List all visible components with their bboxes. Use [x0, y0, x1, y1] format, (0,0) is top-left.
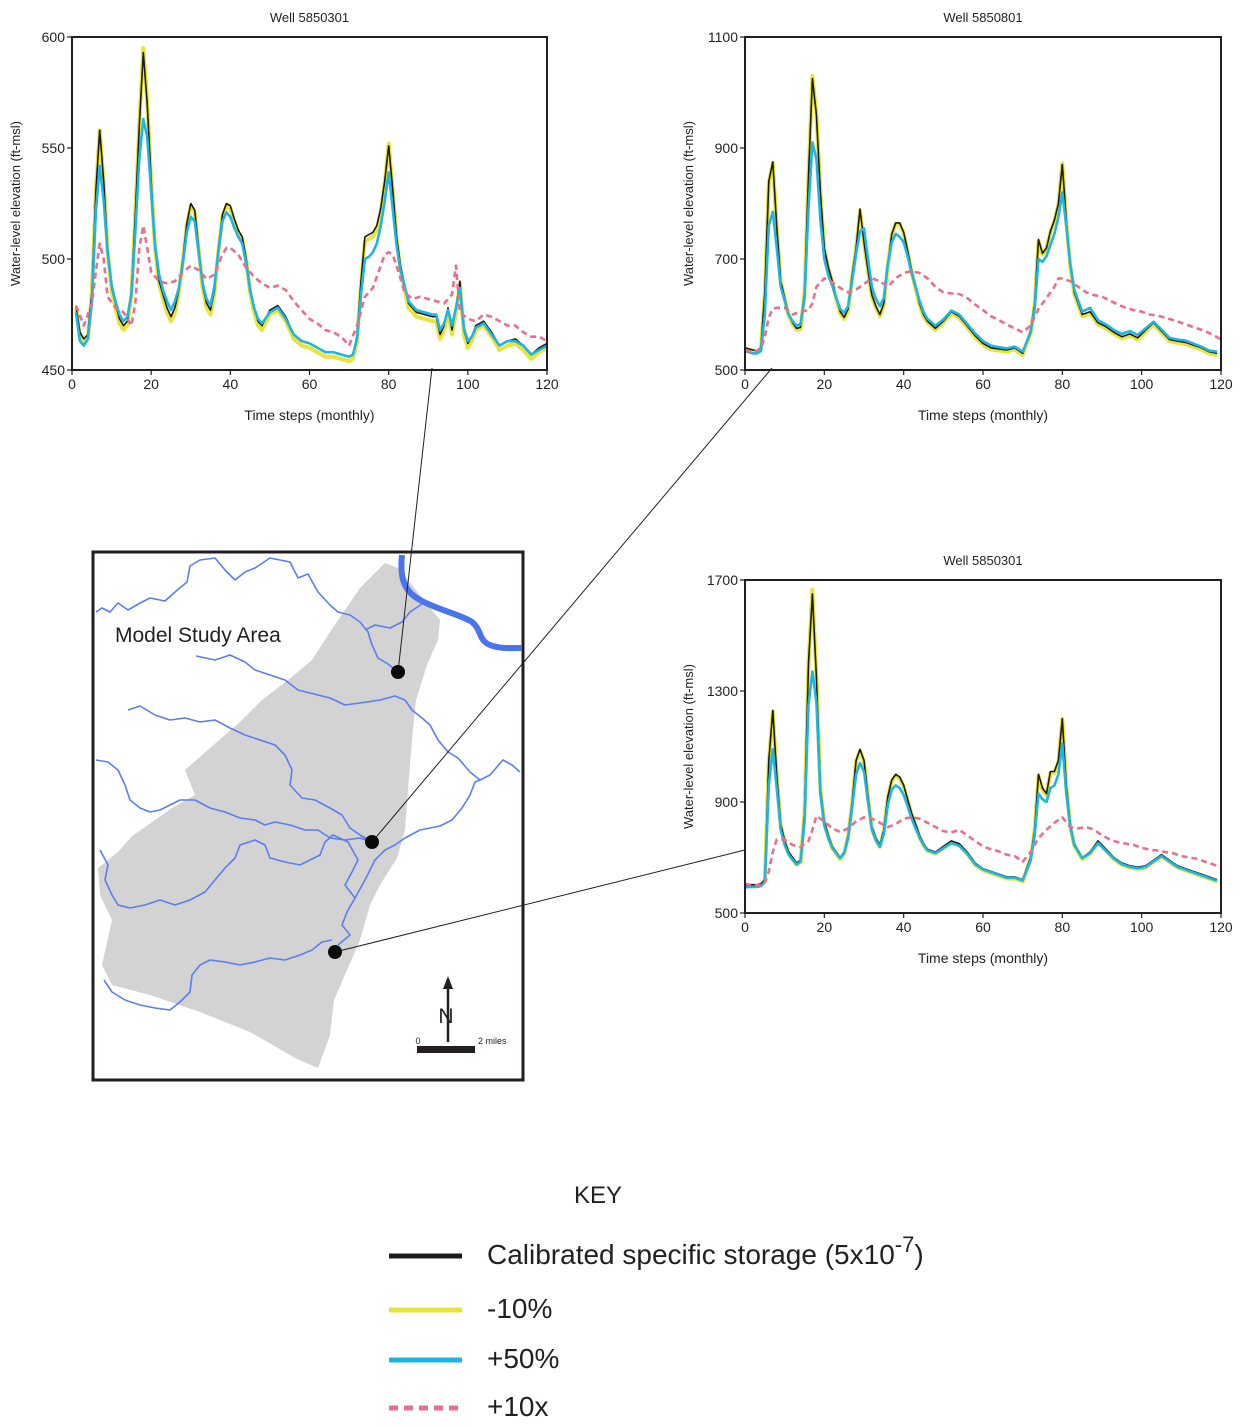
series-line-plus50 — [74, 117, 547, 359]
study-area-shape — [98, 563, 440, 1068]
y-tick-label: 900 — [715, 794, 739, 810]
x-tick-label: 0 — [741, 919, 749, 935]
scale-bar: 0 2 miles — [415, 1036, 507, 1053]
series-group — [745, 73, 1221, 357]
river-6 — [103, 939, 333, 1011]
y-tick-label: 1700 — [707, 572, 738, 588]
legend-title: KEY — [574, 1182, 622, 1209]
series-line-plus10x — [745, 269, 1221, 354]
river-4 — [95, 759, 373, 843]
y-tick-label: 1100 — [708, 29, 738, 45]
series-group — [745, 587, 1221, 889]
well-marker-3 — [328, 945, 342, 959]
x-tick-label: 40 — [223, 376, 239, 392]
y-axis-label: Water-level elevation (ft-msl) — [8, 121, 23, 286]
plot-frame — [744, 36, 1222, 371]
series-line-plus50 — [745, 670, 1218, 889]
x-tick-label: 120 — [535, 376, 559, 392]
legend-item: Calibrated specific storage (5x10-7) — [389, 1232, 924, 1270]
y-tick-label: 900 — [715, 140, 739, 156]
y-tick-label: 550 — [42, 140, 66, 156]
x-tick-label: 0 — [741, 376, 749, 392]
rivers — [95, 557, 521, 1011]
well-connectors — [334, 367, 773, 953]
legend-label: -10% — [487, 1293, 552, 1324]
y-axis-label: Water-level elevation (ft-msl) — [681, 664, 696, 829]
x-tick-label: 40 — [896, 919, 912, 935]
y-tick-label: 700 — [715, 251, 739, 267]
x-axis-label: Time steps (monthly) — [244, 407, 374, 423]
x-tick-label: 120 — [1209, 919, 1233, 935]
river-3 — [127, 705, 373, 843]
series-group — [74, 46, 547, 364]
x-tick-label: 80 — [1055, 919, 1071, 935]
y-tick-label: 500 — [715, 362, 739, 378]
north-label: N — [438, 1005, 453, 1028]
y-tick-label: 600 — [42, 29, 66, 45]
x-axis-label: Time steps (monthly) — [918, 407, 1048, 423]
x-tick-label: 60 — [302, 376, 318, 392]
x-tick-label: 80 — [1055, 376, 1071, 392]
major-river — [398, 554, 523, 652]
legend-label: +50% — [487, 1343, 559, 1374]
scale-bar-rect — [417, 1046, 475, 1053]
x-tick-label: 60 — [975, 919, 991, 935]
x-tick-label: 40 — [896, 376, 912, 392]
y-tick-label: 450 — [42, 362, 66, 378]
series-line-minus10 — [745, 587, 1218, 889]
legend-label: +10x — [487, 1391, 549, 1422]
y-tick-label: 500 — [42, 251, 66, 267]
legend-label: Calibrated specific storage (5x10-7) — [487, 1232, 924, 1270]
north-arrow-head-icon — [443, 976, 453, 989]
river-8 — [364, 603, 423, 631]
river-5 — [99, 834, 359, 946]
scale-start-label: 0 — [415, 1036, 420, 1046]
chart-well-5850301-top: Well 5850301 0 20 40 60 80 100 120 450 500 550 600 T… — [8, 10, 559, 423]
x-tick-label: 20 — [143, 376, 159, 392]
river-7 — [354, 779, 481, 899]
series-line-plus10x — [745, 814, 1221, 887]
legend-item: +50% — [389, 1343, 559, 1374]
chart-title: Well 5850301 — [943, 553, 1022, 568]
river-2 — [195, 654, 521, 781]
chart-title: Well 5850801 — [943, 10, 1022, 25]
legend-item: -10% — [389, 1293, 552, 1324]
map-title: Model Study Area — [115, 624, 281, 647]
north-arrow: N — [438, 976, 454, 1042]
well-marker-2 — [365, 835, 379, 849]
x-tick-label: 100 — [1130, 376, 1154, 392]
scale-end-label: 2 miles — [478, 1036, 507, 1046]
x-tick-label: 80 — [381, 376, 397, 392]
x-axis-label: Time steps (monthly) — [918, 950, 1048, 966]
chart-well-5850801: Well 5850801 0 20 40 60 80 100 120 500 700 900 1100… — [681, 10, 1233, 423]
series-line-plus50 — [745, 141, 1218, 355]
series-line-plus10x — [74, 224, 547, 347]
river-1 — [95, 557, 399, 673]
x-tick-label: 0 — [68, 376, 76, 392]
well-marker-1 — [391, 665, 405, 679]
x-tick-label: 100 — [1130, 919, 1154, 935]
connector-well-3 — [334, 849, 746, 953]
x-tick-label: 20 — [817, 919, 833, 935]
chart-title: Well 5850301 — [270, 10, 349, 25]
connector-well-1 — [397, 367, 433, 673]
legend: KEY Calibrated specific storage (5x10-7)… — [389, 1182, 924, 1422]
legend-item: +10x — [389, 1391, 549, 1422]
connector-well-2 — [371, 367, 773, 843]
x-tick-label: 60 — [975, 376, 991, 392]
y-axis-label: Water-level elevation (ft-msl) — [681, 121, 696, 286]
x-tick-label: 20 — [817, 376, 833, 392]
y-tick-label: 500 — [715, 905, 739, 921]
series-line-calibrated — [75, 51, 547, 358]
x-tick-label: 120 — [1209, 376, 1233, 392]
legend-items: Calibrated specific storage (5x10-7) -10%… — [389, 1232, 924, 1422]
y-tick-label: 1300 — [707, 683, 738, 699]
chart-well-5850301-bottom: Well 5850301 0 20 40 60 80 100 120 500 900 1300 170… — [681, 553, 1233, 966]
x-tick-label: 100 — [456, 376, 480, 392]
study-area-map: Model Study Area N 0 2 miles — [91, 550, 525, 1082]
well-markers — [328, 665, 405, 959]
